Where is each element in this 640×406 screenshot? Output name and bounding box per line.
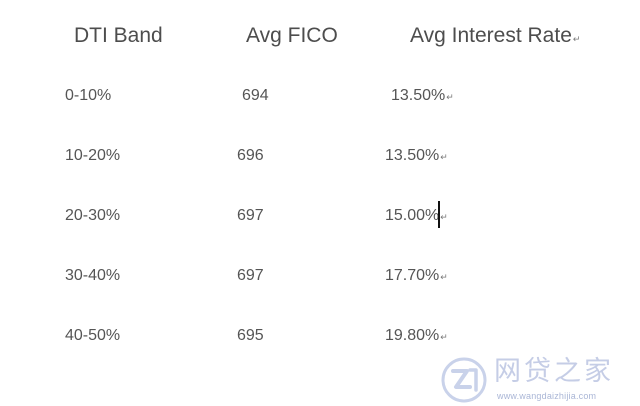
paragraph-mark-icon: ↵ [446, 92, 454, 102]
header-dti-band: DTI Band [74, 24, 163, 47]
row-3-rate-value[interactable]: 15.00% [385, 207, 440, 224]
row-4-rate-value: 17.70% [385, 267, 440, 284]
paragraph-mark-icon: ↵ [440, 272, 448, 282]
row-5-rate-value: 19.80% [385, 327, 440, 344]
row-1-rate-value: 13.50% [391, 87, 446, 104]
row-5-rate: 19.80%↵ [385, 326, 448, 347]
row-3-dti: 20-30% [65, 207, 121, 224]
row-2-rate: 13.50%↵ [385, 146, 448, 167]
row-5-dti: 40-50% [65, 327, 121, 344]
paragraph-mark-icon: ↵ [440, 332, 448, 342]
row-1-rate: 13.50%↵ [391, 86, 454, 107]
row-4-rate: 17.70%↵ [385, 266, 448, 287]
paragraph-mark-icon: ↵ [440, 212, 448, 222]
row-5-fico: 695 [237, 327, 264, 344]
text-cursor [438, 201, 440, 228]
row-3-rate[interactable]: 15.00%↵ [385, 206, 448, 227]
row-2-dti: 10-20% [65, 147, 121, 164]
row-4-fico: 697 [237, 267, 264, 284]
wangdaizhijia-logo-icon [441, 357, 487, 403]
row-1-fico: 694 [242, 87, 269, 104]
header-avg-fico: Avg FICO [246, 24, 338, 47]
header-avg-interest-rate-label: Avg Interest Rate [410, 24, 572, 47]
row-2-rate-value: 13.50% [385, 147, 440, 164]
paragraph-mark-icon: ↵ [572, 34, 581, 44]
paragraph-mark-icon: ↵ [440, 152, 448, 162]
header-avg-interest-rate: Avg Interest Rate↵ [410, 22, 580, 53]
row-2-fico: 696 [237, 147, 264, 164]
row-4-dti: 30-40% [65, 267, 121, 284]
row-1-dti: 0-10% [65, 87, 112, 104]
watermark-url: www.wangdaizhijia.com [497, 391, 597, 401]
row-3-fico: 697 [237, 207, 264, 224]
watermark-brand-text: 网贷之家 [494, 356, 614, 387]
